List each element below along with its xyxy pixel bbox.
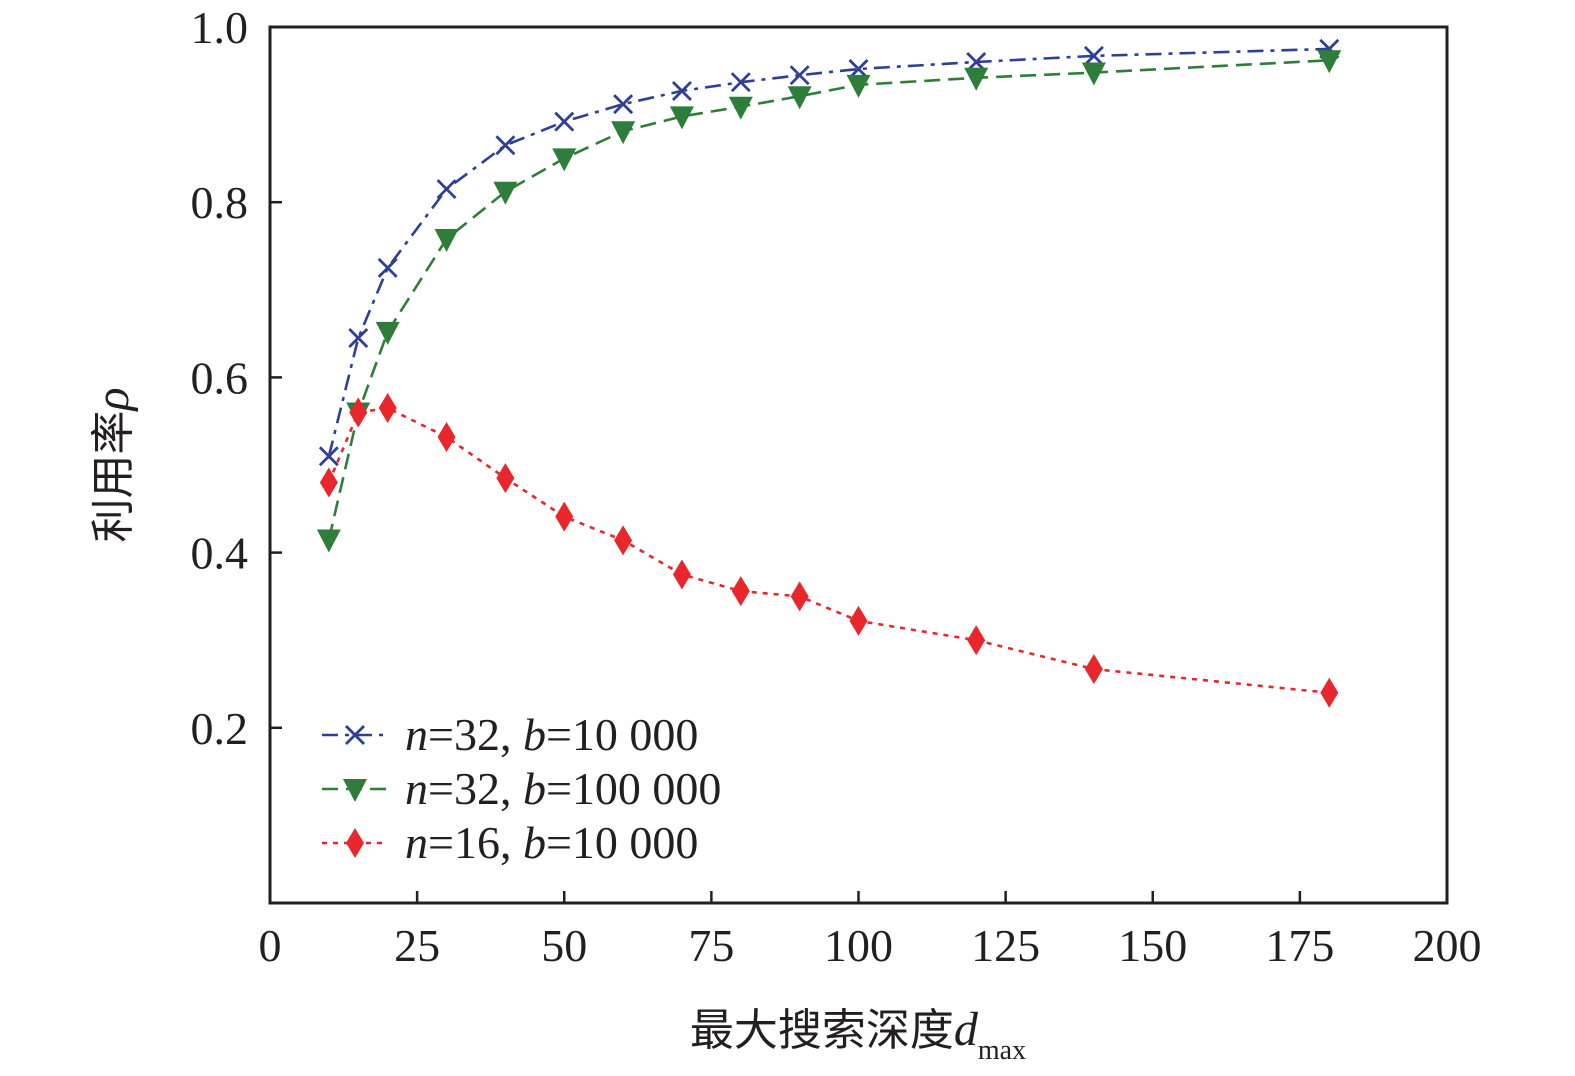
data-point [1081,62,1106,86]
legend-label: n=32, b=100 000 [405,763,721,814]
data-point [672,559,691,590]
series-line [327,406,1330,695]
data-point [1083,45,1104,66]
series-line [327,59,1330,540]
y-axis: 0.2 0.4 0.6 0.8 1.0 [191,2,282,754]
data-point [849,605,868,636]
data-point [437,421,456,452]
legend-marker [343,779,367,802]
data-point [967,625,986,656]
legend-entry: n=16, b=10 000 [322,817,698,868]
y-tick-label: 0.6 [191,352,249,403]
data-point [554,111,575,132]
x-tick-label: 200 [1413,920,1482,971]
y-tick-label: 0.2 [191,703,249,754]
legend-symbol [322,828,388,858]
data-point [1320,677,1339,708]
x-axis-title-symbol: d [954,1003,979,1056]
series-1 [316,50,1342,553]
data-point [495,135,516,156]
data-point [790,581,809,612]
data-point [728,96,753,120]
data-point [669,106,694,130]
y-axis-title: 利用率ρ [86,387,139,542]
series-2 [319,393,1339,708]
x-axis-title-text: 最大搜索深度 [690,1005,954,1056]
x-tick-label: 125 [971,920,1040,971]
data-point [316,529,341,553]
legend-marker [346,828,364,858]
legend-symbol [322,725,388,745]
data-point [614,525,633,556]
legend-entry: n=32, b=10 000 [322,709,698,760]
data-point [789,65,810,86]
data-point [846,74,871,98]
series-line [327,47,1330,457]
data-point [319,467,338,498]
x-axis: 0 25 50 75 100 125 150 175 200 [259,891,1482,971]
data-point [348,327,369,348]
data-point [436,179,457,200]
y-tick-label: 0.4 [191,528,249,579]
x-tick-label: 75 [688,920,734,971]
data-point [552,148,577,172]
series-0 [318,38,1340,467]
x-tick-label: 175 [1265,920,1334,971]
data-point [349,397,368,428]
legend-symbol [322,779,388,802]
legend-label: n=16, b=10 000 [405,817,698,868]
legend-entry: n=32, b=100 000 [322,763,721,814]
y-axis-title-text: 利用率 [88,411,139,543]
x-tick-label: 150 [1118,920,1187,971]
data-point [611,121,636,145]
data-point [671,80,692,101]
data-point [730,72,751,93]
data-point [555,501,574,532]
data-point [496,463,515,494]
x-tick-label: 25 [394,920,440,971]
data-point [378,393,397,424]
legend-marker [345,725,365,745]
data-point [377,257,398,278]
data-point [493,181,518,205]
data-point [1084,654,1103,685]
data-point [613,94,634,115]
data-point [964,67,989,91]
x-axis-title: 最大搜索深度dmax [690,1003,1026,1066]
data-point [318,446,339,467]
plot-area [316,38,1342,708]
data-point [375,321,400,345]
x-tick-label: 0 [259,920,282,971]
y-tick-label: 1.0 [191,2,249,53]
legend-label: n=32, b=10 000 [405,709,698,760]
y-axis-title-symbol: ρ [86,387,139,412]
legend: n=32, b=10 000 n=32, b=100 000 n=16, b=1… [322,709,721,868]
data-point [434,228,459,252]
x-axis-title-subscript: max [978,1035,1026,1066]
y-tick-label: 0.8 [191,177,249,228]
x-tick-label: 50 [541,920,587,971]
data-point [731,576,750,607]
x-tick-label: 100 [824,920,893,971]
data-point [1317,50,1342,74]
data-point [787,86,812,110]
